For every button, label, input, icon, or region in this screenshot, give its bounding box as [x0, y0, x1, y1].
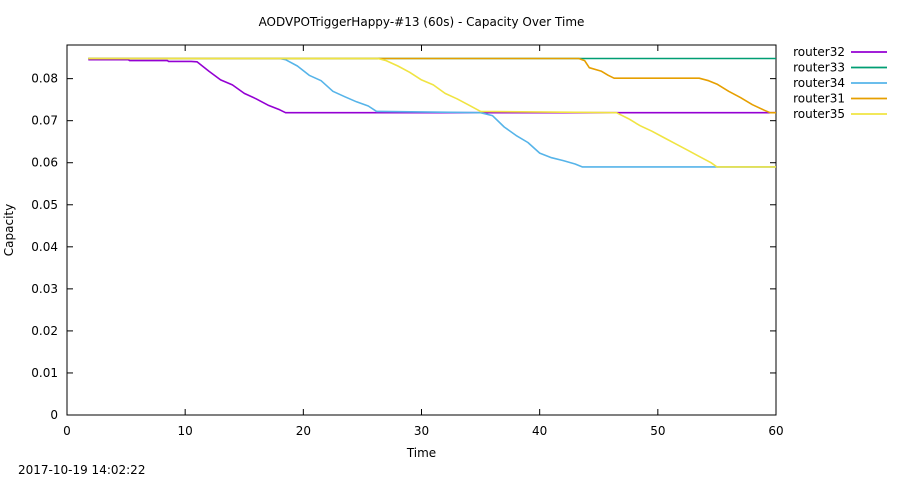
- y-tick-label: 0: [50, 408, 58, 422]
- y-tick-label: 0.07: [31, 114, 58, 128]
- y-axis-label: Capacity: [2, 204, 16, 256]
- timestamp-label: 2017-10-19 14:02:22: [18, 463, 146, 477]
- series-line-router34: [88, 57, 776, 168]
- x-tick-label: 30: [414, 424, 429, 438]
- legend-label-router34: router34: [793, 76, 845, 90]
- plot-frame: [66, 44, 777, 416]
- y-tick-label: 0.05: [31, 198, 58, 212]
- legend-label-router33: router33: [793, 61, 845, 75]
- y-tick-label: 0.02: [31, 324, 58, 338]
- x-tick-label: 20: [296, 424, 311, 438]
- y-tick-label: 0.01: [31, 366, 58, 380]
- y-tick-label: 0.04: [31, 240, 58, 254]
- series-line-router35: [88, 57, 776, 168]
- x-tick-label: 40: [532, 424, 547, 438]
- legend-label-router35: router35: [793, 107, 845, 121]
- x-tick-label: 60: [768, 424, 783, 438]
- y-tick-label: 0.03: [31, 282, 58, 296]
- y-tick-label: 0.08: [31, 72, 58, 86]
- chart-title: AODVPOTriggerHappy-#13 (60s) - Capacity …: [259, 15, 585, 29]
- x-tick-label: 50: [650, 424, 665, 438]
- legend-label-router32: router32: [793, 45, 845, 59]
- y-tick-label: 0.06: [31, 156, 58, 170]
- series-line-router32: [88, 58, 776, 114]
- legend-label-router31: router31: [793, 92, 845, 106]
- x-axis-label: Time: [406, 446, 436, 460]
- x-tick-label: 10: [178, 424, 193, 438]
- x-tick-label: 0: [63, 424, 71, 438]
- series-line-router31: [88, 57, 776, 114]
